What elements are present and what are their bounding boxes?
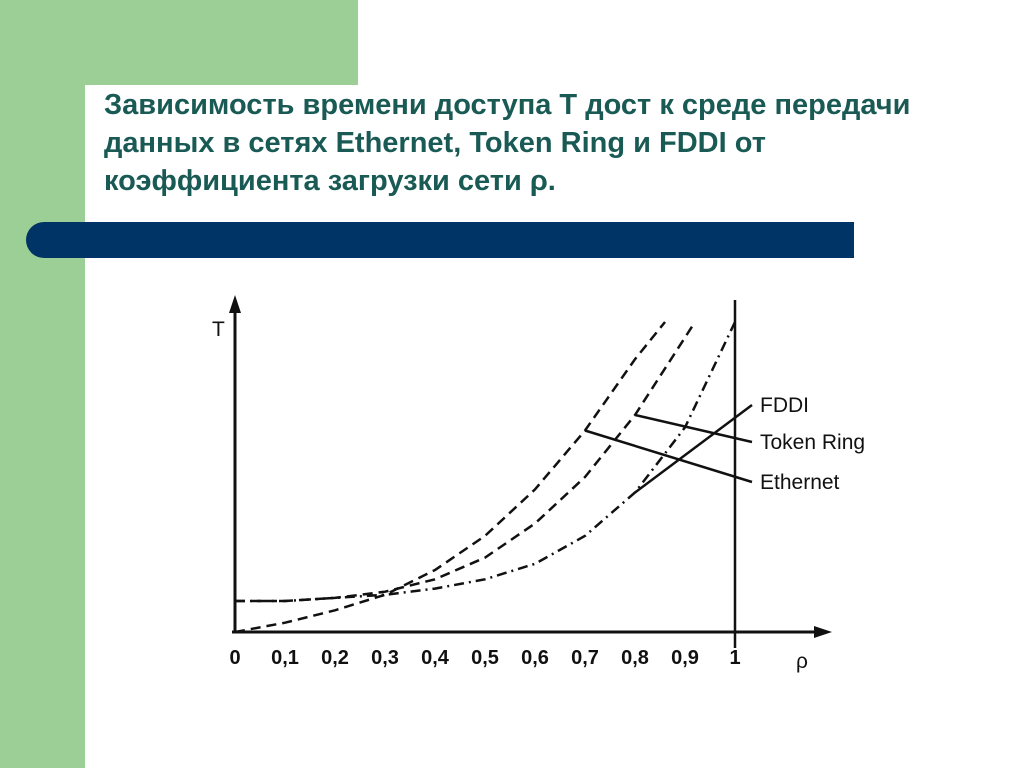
x-tick-label: 0 bbox=[229, 647, 240, 669]
x-tick-label: 0,6 bbox=[521, 647, 549, 669]
x-tick-label: 0,2 bbox=[321, 647, 349, 669]
x-tick-label: 0,8 bbox=[621, 647, 649, 669]
x-tick-label: 1 bbox=[729, 647, 740, 669]
series-line-fddi bbox=[235, 321, 737, 603]
slide-title: Зависимость времени доступа Т дост к сре… bbox=[104, 89, 911, 197]
x-axis-label: ρ bbox=[796, 650, 808, 673]
title-divider-bar bbox=[26, 222, 854, 258]
x-tick-label: 0,9 bbox=[671, 647, 699, 669]
green-top-block bbox=[0, 0, 358, 85]
green-side-bar bbox=[0, 0, 85, 768]
legend-label: Ethernet bbox=[760, 471, 840, 494]
series-line-token-ring bbox=[235, 321, 697, 603]
y-axis bbox=[229, 295, 241, 632]
y-axis-label: T bbox=[212, 318, 225, 341]
legend-leader-line bbox=[634, 403, 753, 494]
series-line-ethernet bbox=[234, 321, 666, 634]
x-tick-label: 0,5 bbox=[471, 647, 499, 669]
x-tick-label: 0,3 bbox=[371, 647, 399, 669]
x-axis bbox=[232, 626, 832, 638]
legend-leader-line bbox=[634, 413, 753, 444]
x-tick-label: 0,4 bbox=[421, 647, 450, 669]
x-tick-label: 0,7 bbox=[571, 647, 599, 669]
legend-leader-line bbox=[584, 429, 753, 484]
legend-label: Token Ring bbox=[760, 431, 865, 454]
legend-label: FDDI bbox=[760, 394, 809, 417]
x-tick-label: 0,1 bbox=[271, 647, 299, 669]
